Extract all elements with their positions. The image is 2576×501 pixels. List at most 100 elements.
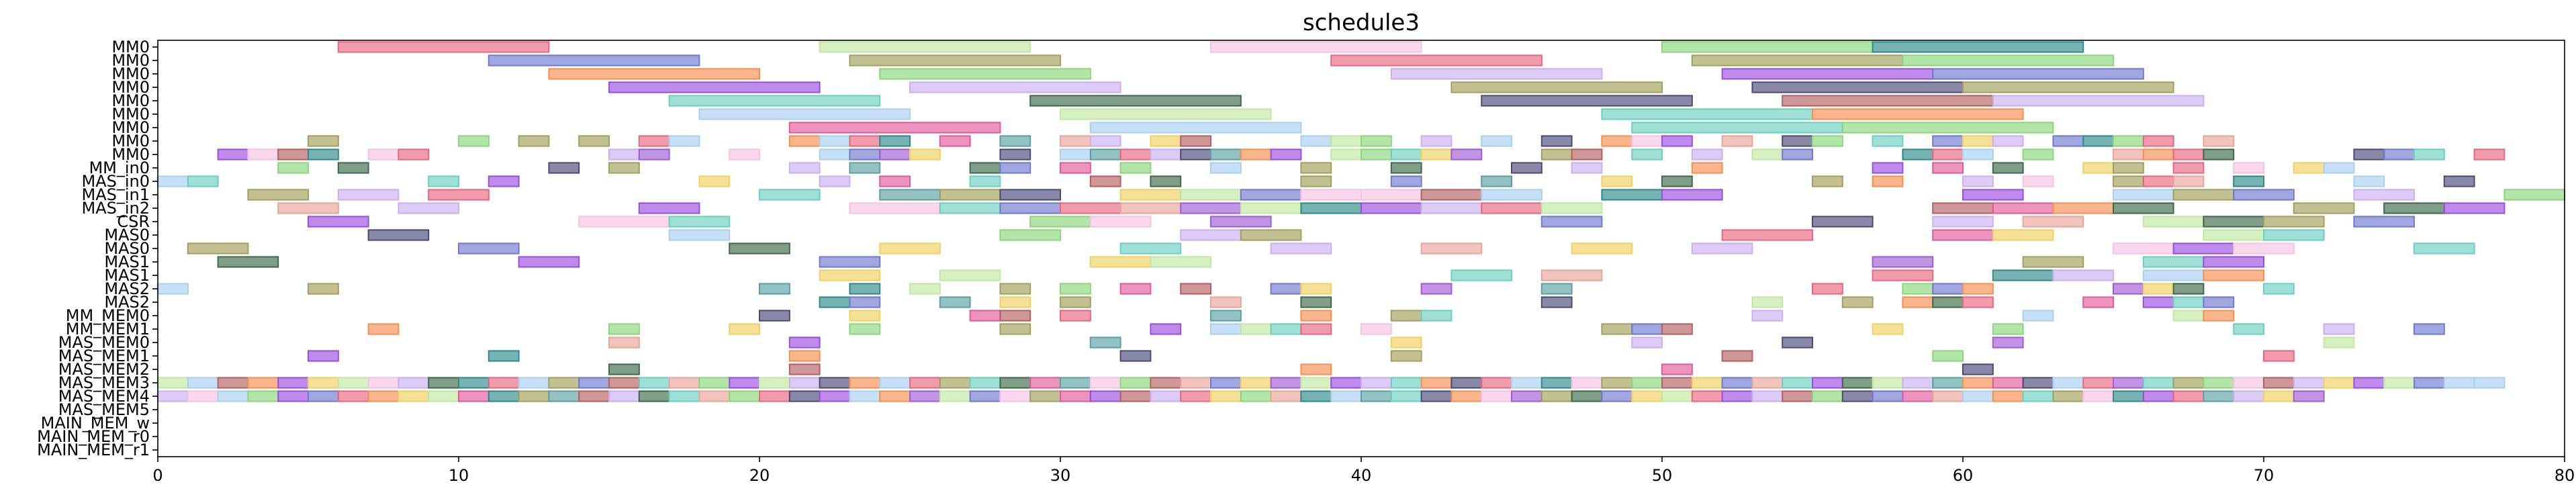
task-bar — [518, 377, 550, 389]
task-bar — [1330, 148, 1362, 161]
task-bar — [488, 377, 520, 389]
task-bar — [849, 310, 881, 322]
task-bar — [1932, 229, 1994, 241]
task-bar — [1932, 296, 1964, 308]
task-bar — [187, 242, 249, 255]
task-bar — [308, 135, 339, 147]
task-bar — [2022, 390, 2054, 402]
task-bar — [999, 323, 1031, 335]
task-bar — [1812, 135, 1843, 147]
task-bar — [1089, 390, 1121, 402]
task-bar — [819, 377, 851, 389]
task-bar — [247, 390, 279, 402]
x-tick-label: 70 — [2254, 466, 2274, 485]
task-bar — [1300, 135, 1332, 147]
task-bar — [969, 175, 1001, 187]
task-bar — [2263, 216, 2325, 228]
task-bar — [1782, 135, 1813, 147]
task-bar — [1240, 229, 1302, 241]
task-bar — [2383, 202, 2445, 214]
y-tick-label: MAS_MEM0 — [58, 333, 150, 352]
task-bar — [759, 189, 821, 201]
task-bar — [849, 296, 881, 308]
task-bar — [2203, 310, 2235, 322]
task-bar — [217, 390, 249, 402]
task-bar — [1270, 148, 1302, 161]
task-bar — [849, 202, 941, 214]
task-bar — [1511, 390, 1543, 402]
task-bar — [2323, 377, 2355, 389]
task-bar — [1872, 175, 1904, 187]
task-bar — [2473, 377, 2505, 389]
task-bar — [2082, 377, 2114, 389]
task-bar — [2113, 189, 2174, 201]
task-bar — [1661, 323, 1693, 335]
task-bar — [608, 148, 640, 161]
task-bar — [2413, 323, 2445, 335]
task-bar — [2113, 162, 2144, 174]
task-bar — [1210, 310, 1242, 322]
task-bar — [849, 323, 881, 335]
task-bar — [1420, 135, 1453, 147]
task-bar — [1872, 323, 1904, 335]
task-bar — [548, 162, 580, 174]
y-tick-label: MM0 — [111, 64, 150, 83]
task-bar — [1601, 377, 1633, 389]
task-bar — [2172, 296, 2205, 308]
task-bar — [1601, 108, 1813, 120]
task-bar — [1540, 135, 1573, 147]
task-bar — [1150, 323, 1182, 335]
task-bar — [337, 390, 369, 402]
task-bar — [1361, 202, 1422, 214]
task-bar — [849, 135, 881, 147]
y-tick-label: MM0 — [111, 91, 150, 110]
task-bar — [2082, 162, 2114, 174]
task-bar — [2113, 283, 2144, 295]
task-bar — [1119, 350, 1152, 362]
task-bar — [1631, 377, 1663, 389]
task-bar — [2233, 162, 2264, 174]
task-bar — [518, 390, 550, 402]
task-bar — [999, 283, 1031, 295]
task-bar — [458, 377, 490, 389]
task-bar — [2263, 350, 2295, 362]
task-bar — [849, 148, 881, 161]
task-bar — [1119, 148, 1152, 161]
task-bar — [1902, 283, 1934, 295]
task-bar — [1481, 377, 1512, 389]
task-bar — [999, 202, 1062, 214]
task-bar — [1330, 390, 1362, 402]
task-bar — [1782, 148, 1813, 161]
task-bar — [2142, 390, 2174, 402]
task-bar — [2113, 175, 2144, 187]
task-bar — [1180, 283, 1211, 295]
task-bar — [1300, 310, 1332, 322]
task-bar — [1691, 390, 1723, 402]
task-bar — [367, 229, 430, 241]
task-bar — [819, 148, 851, 161]
task-bar — [217, 256, 279, 268]
task-bar — [277, 377, 310, 389]
y-tick-label: MAS_MEM3 — [58, 373, 150, 392]
task-bar — [1721, 229, 1814, 241]
task-bar — [1180, 202, 1242, 214]
task-bar — [548, 377, 580, 389]
task-bar — [819, 390, 851, 402]
task-bar — [1270, 242, 1332, 255]
task-bar — [1060, 202, 1121, 214]
task-bar — [879, 377, 911, 389]
task-bar — [1872, 390, 1904, 402]
y-tick-label: MAS_MEM2 — [58, 360, 150, 379]
task-bar — [1962, 283, 1994, 295]
task-bar — [1601, 189, 1663, 201]
task-bar — [2052, 202, 2114, 214]
task-bar — [1932, 390, 1964, 402]
task-bar — [999, 390, 1031, 402]
task-bar — [2022, 216, 2084, 228]
task-bar — [1420, 310, 1453, 322]
task-bar — [1992, 229, 2054, 241]
task-bar — [1962, 377, 1994, 389]
task-bar — [1210, 377, 1242, 389]
task-bar — [1751, 81, 1964, 93]
task-bar — [2323, 162, 2355, 174]
